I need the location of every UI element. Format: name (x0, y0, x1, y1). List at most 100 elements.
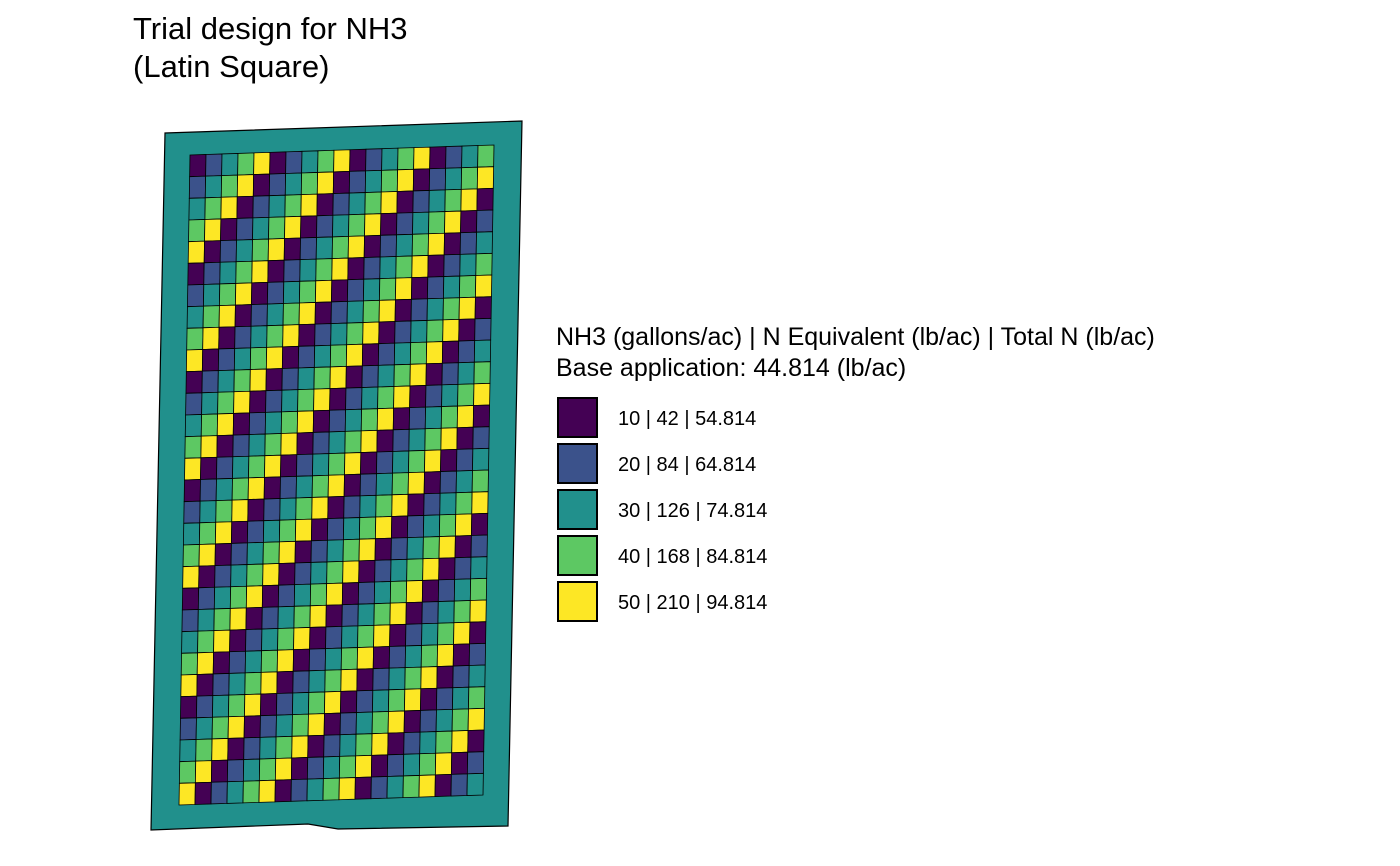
trial-plot-cell (407, 493, 425, 517)
trial-plot-cell (456, 426, 474, 450)
trial-plot-cell (387, 710, 405, 734)
trial-plot-cell (372, 689, 390, 713)
trial-plot-cell (252, 173, 271, 197)
trial-plot-cell (275, 735, 293, 759)
trial-plot-cell (226, 759, 245, 783)
trial-plot-cell (376, 429, 394, 453)
trial-plot-cell (244, 693, 262, 717)
trial-plot-cell (331, 257, 349, 281)
trial-plot-cell (237, 152, 255, 176)
trial-plot-cell (402, 753, 421, 777)
trial-plot-cell (473, 361, 491, 385)
trial-plot-cell (327, 495, 345, 520)
trial-plot-cell (341, 582, 360, 606)
trial-plot-cell (361, 364, 379, 388)
trial-plot-cell (229, 607, 247, 631)
trial-plot-cell (347, 278, 365, 302)
trial-plot-cell (410, 320, 428, 344)
trial-plot-cell (403, 731, 421, 755)
trial-plot-cell (469, 599, 487, 623)
trial-plot-cell (251, 238, 269, 262)
trial-plot-cell (419, 731, 437, 755)
trial-plot-cell (200, 456, 218, 480)
trial-plot-cell (311, 474, 329, 498)
trial-plot-cell (404, 645, 422, 669)
trial-plot-cell (312, 431, 330, 455)
trial-plot-cell (340, 647, 358, 671)
legend-key-swatch (557, 581, 598, 622)
trial-plot-cell (344, 452, 362, 476)
trial-plot-cell (378, 299, 396, 323)
trial-plot-cell (476, 187, 494, 211)
trial-plot-cell (330, 300, 348, 325)
trial-plot-cell (298, 302, 316, 326)
trial-plot-cell (195, 716, 213, 740)
trial-plot-cell (264, 454, 282, 478)
trial-plot-cell (477, 144, 495, 168)
trial-plot-cell (420, 644, 438, 668)
legend-item: 30 | 126 | 74.814 (556, 489, 1155, 535)
trial-plot-cell (470, 512, 489, 536)
trial-plot-cell (233, 369, 251, 393)
trial-plot-cell (202, 326, 220, 350)
trial-plot-cell (246, 541, 264, 565)
trial-plot-cell (389, 580, 408, 604)
trial-plot-cell (253, 151, 271, 175)
trial-plot-cell (456, 405, 475, 429)
trial-plot-cell (278, 540, 296, 564)
trial-plot-cell (212, 651, 230, 675)
trial-plot-cell (280, 410, 299, 434)
trial-plot-cell (328, 430, 346, 455)
trial-plot-cell (203, 261, 221, 285)
trial-plot-cell (230, 542, 248, 566)
trial-plot-cell (408, 450, 426, 474)
trial-plot-cell (264, 433, 282, 457)
trial-plot-cell (468, 642, 486, 666)
trial-plot-cell (283, 237, 301, 261)
trial-plot-cell (452, 665, 470, 689)
legend-item-label: 30 | 126 | 74.814 (618, 500, 768, 522)
trial-plot-cell (328, 452, 346, 476)
trial-plot-cell (428, 189, 446, 213)
trial-plot-cell (346, 300, 364, 324)
trial-plot-cell (404, 688, 422, 712)
trial-plot-cell (362, 299, 380, 323)
trial-plot-cell (420, 666, 438, 690)
trial-plot-cell (332, 192, 350, 216)
trial-plot-cell (349, 148, 367, 172)
trial-plot-cell (396, 190, 414, 214)
trial-plot-cell (185, 392, 203, 416)
trial-plot-cell (387, 732, 405, 756)
trial-plot-cell (454, 556, 472, 580)
trial-plot-cell (277, 627, 295, 651)
trial-plot-cell (182, 565, 200, 589)
trial-plot-cell (425, 362, 443, 386)
trial-plot-cell (198, 543, 216, 567)
trial-plot-cell (330, 322, 348, 346)
trial-plot-cell (276, 670, 294, 694)
trial-plot-cell (292, 670, 310, 694)
trial-plot-cell (407, 471, 425, 495)
trial-plot-cell (405, 623, 423, 647)
trial-plot-cell (249, 346, 268, 370)
trial-plot-cell (185, 349, 204, 373)
trial-plot-cell (375, 472, 393, 496)
trial-plot-cell (424, 427, 442, 451)
trial-plot-cell (345, 343, 364, 367)
trial-plot-cell (248, 455, 266, 479)
trial-plot-cell (182, 544, 200, 568)
trial-plot-cell (435, 730, 453, 754)
trial-plot-cell (251, 281, 269, 305)
trial-plot-cell (345, 365, 363, 389)
trial-plot-cell (292, 648, 310, 672)
trial-plot-cell (300, 193, 318, 217)
trial-plot-cell (323, 712, 341, 736)
trial-plot-cell (389, 623, 407, 647)
trial-plot-cell (300, 215, 318, 239)
trial-plot-cell (202, 305, 220, 329)
trial-plot-cell (392, 407, 411, 431)
trial-plot-cell (215, 478, 233, 502)
trial-plot-cell (180, 674, 198, 698)
trial-plot-cell (475, 231, 493, 255)
trial-plot-cell (347, 257, 365, 281)
